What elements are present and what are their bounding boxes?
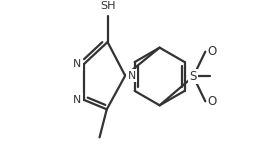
Text: N: N (73, 95, 81, 105)
Text: N: N (128, 71, 136, 81)
Text: O: O (207, 95, 216, 108)
Text: S: S (189, 70, 197, 83)
Text: O: O (207, 45, 216, 58)
Text: N: N (73, 59, 81, 69)
Text: SH: SH (100, 1, 115, 11)
